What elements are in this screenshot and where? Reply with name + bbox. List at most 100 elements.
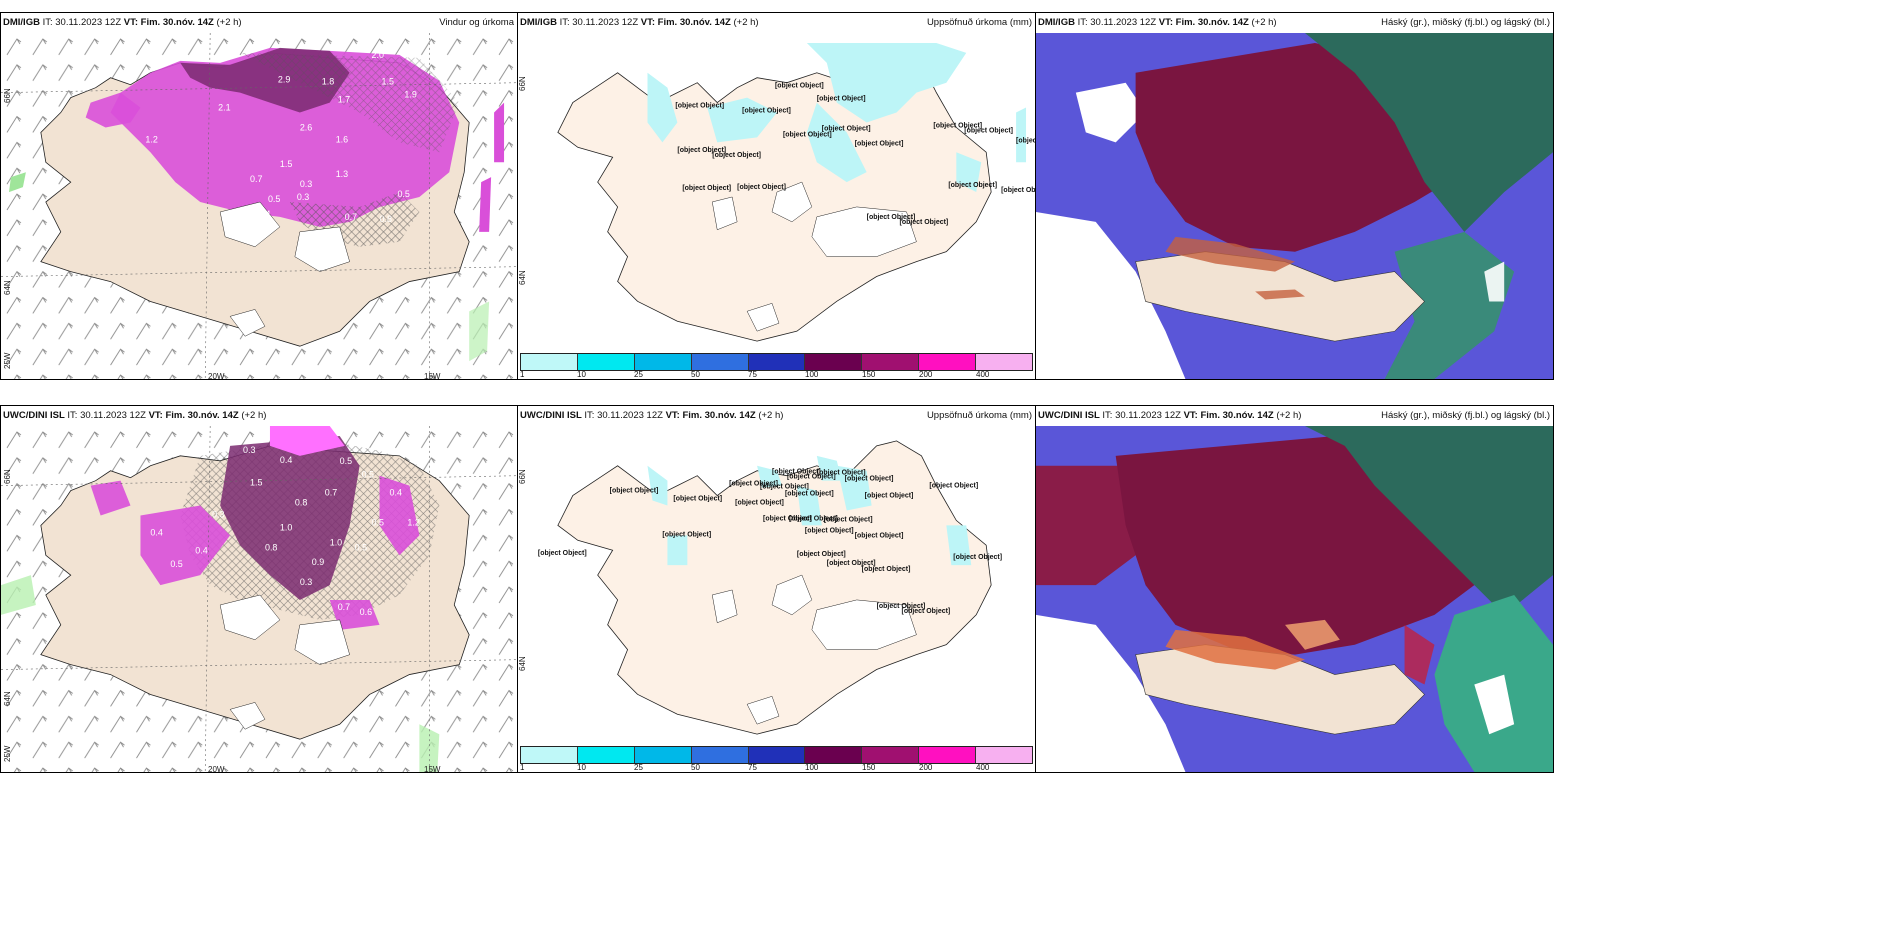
lead-time: (+2 h) [758, 410, 784, 421]
precip-value: [object Object] [797, 551, 846, 558]
init-time: 30.11.2023 12Z [1090, 17, 1157, 28]
lat-label: 66N [3, 469, 12, 484]
lon-label: 25W [3, 352, 12, 369]
wind-value: 0.3 [212, 509, 224, 519]
map-area[interactable]: [object Object] [object Object] [object … [518, 426, 1035, 746]
map-area[interactable] [1036, 33, 1553, 379]
wind-value: 0.3 [297, 192, 309, 202]
colorbar-swatch [691, 354, 749, 370]
panel-dmi-wind-precip: DMI/IGB IT: 30.11.2023 12Z VT: Fim. 30.n… [0, 12, 518, 380]
panel-header: UWC/DINI ISL IT: 30.11.2023 12Z VT: Fim.… [1036, 406, 1553, 426]
colorbar-label: 75 [748, 763, 757, 772]
precip-value: [object Object] [729, 481, 778, 488]
precip-value: [object Object] [867, 214, 916, 221]
panel-dmi-clouds: DMI/IGB IT: 30.11.2023 12Z VT: Fim. 30.n… [1035, 12, 1554, 380]
panel-uwc-accum-precip: UWC/DINI ISL IT: 30.11.2023 12Z VT: Fim.… [517, 405, 1036, 773]
colorbar-label: 50 [691, 370, 700, 379]
wind-value-labels: 0.3 0.4 0.5 0.5 0.7 1.5 0.8 0.3 0.4 0.9 … [150, 445, 419, 617]
it-label: IT: [1077, 17, 1088, 28]
colorbar-swatch [862, 747, 920, 763]
panel-uwc-wind-precip: UWC/DINI ISL IT: 30.11.2023 12Z VT: Fim.… [0, 405, 518, 773]
lat-label: 66N [518, 76, 527, 91]
precip-value: [object Object] [805, 527, 854, 534]
wind-value: 1.2 [407, 517, 419, 527]
precip-value-labels: [object Object] [object Object] [object … [538, 469, 1002, 615]
wind-value: 0.5 [397, 189, 409, 199]
valid-time: Fim. 30.nóv. 14Z [657, 17, 731, 28]
colorbar-swatch [748, 354, 806, 370]
wind-value-labels: 2.0 2.9 1.7 1.8 1.5 2.6 1.6 1.5 1.3 0.7 … [145, 50, 416, 224]
colorbar-label: 200 [919, 763, 933, 772]
precip-value-labels: [object Object] [object Object] [object … [675, 83, 1035, 226]
precip-value: [object Object] [682, 185, 731, 192]
colorbar-label: 25 [634, 763, 643, 772]
precip-value: [object Object] [877, 603, 926, 610]
wind-value: 1.5 [250, 478, 262, 488]
wind-value: 2.0 [372, 50, 384, 60]
wind-value: 0.4 [389, 488, 401, 498]
field-title: Uppsöfnuð úrkoma (mm) [926, 17, 1032, 28]
it-label: IT: [67, 410, 78, 421]
precip-value: [object Object] [817, 96, 866, 103]
colorbar-swatch [976, 354, 1033, 370]
panel-header: DMI/IGB IT: 30.11.2023 12Z VT: Fim. 30.n… [1036, 13, 1553, 33]
precip-value: [object Object] [824, 516, 873, 523]
precip-value: [object Object] [817, 470, 866, 477]
colorbar-label: 75 [748, 370, 757, 379]
colorbar-label: 100 [805, 763, 819, 772]
map-area[interactable] [1036, 426, 1553, 772]
wind-value: 0.9 [312, 557, 324, 567]
colorbar-swatch [577, 354, 635, 370]
valid-time: Fim. 30.nóv. 14Z [1200, 410, 1274, 421]
lon-label: 15W [424, 765, 441, 773]
iceland-land [557, 440, 992, 735]
colorbar-swatches [520, 746, 1033, 764]
colorbar-labels: 1 10 25 50 75 100 150 200 400 [520, 370, 1033, 379]
vt-label: VT: [665, 410, 680, 421]
lat-label: 64N [518, 270, 527, 285]
vt-label: VT: [148, 410, 163, 421]
precip-value: [object Object] [862, 566, 911, 573]
map-area[interactable]: [object Object] [object Object] [object … [518, 33, 1035, 353]
model-name: DMI/IGB [3, 17, 40, 28]
wind-value: 0.5 [372, 517, 384, 527]
init-time: 30.11.2023 12Z [572, 17, 639, 28]
wind-precip-map: 2.0 2.9 1.7 1.8 1.5 2.6 1.6 1.5 1.3 0.7 … [1, 33, 517, 379]
precip-value: [object Object] [900, 219, 949, 226]
colorbar-swatch [919, 354, 977, 370]
lead-time: (+2 h) [733, 17, 759, 28]
colorbar-label: 400 [976, 370, 990, 379]
field-title: Vindur og úrkoma [439, 17, 514, 28]
colorbar-swatches [520, 353, 1033, 371]
precip-value: [object Object] [855, 140, 904, 147]
precip-cyan [806, 42, 967, 123]
it-label: IT: [1102, 410, 1113, 421]
colorbar-swatch [634, 354, 692, 370]
precip-value: [object Object] [845, 476, 894, 483]
precip-value: [object Object] [855, 532, 904, 539]
vt-label: VT: [1158, 17, 1174, 28]
colorbar-label: 200 [919, 370, 933, 379]
wind-value: 1.0 [280, 522, 292, 532]
colorbar-label: 400 [976, 763, 990, 772]
valid-time: Fim. 30.nóv. 14Z [165, 410, 239, 421]
wind-value: 0.3 [300, 179, 312, 189]
init-time: 30.11.2023 12Z [1115, 410, 1181, 421]
model-name: DMI/IGB [520, 17, 557, 28]
precip-value: [object Object] [677, 147, 726, 154]
panel-header: DMI/IGB IT: 30.11.2023 12Z VT: Fim. 30.n… [518, 13, 1035, 33]
map-area[interactable]: 2.0 2.9 1.7 1.8 1.5 2.6 1.6 1.5 1.3 0.7 … [1, 33, 517, 379]
colorbar-label: 150 [862, 370, 876, 379]
valid-time: Fim. 30.nóv. 14Z [1175, 17, 1249, 28]
wind-value: 2.1 [218, 103, 230, 113]
wind-value: 0.8 [380, 214, 392, 224]
precip-map: [object Object] [object Object] [object … [518, 426, 1035, 746]
panel-uwc-clouds: UWC/DINI ISL IT: 30.11.2023 12Z VT: Fim.… [1035, 405, 1554, 773]
graticule [1, 475, 517, 670]
wind-value: 0.8 [265, 542, 277, 552]
precip-value: [object Object] [763, 515, 812, 522]
map-area[interactable]: 0.3 0.4 0.5 0.5 0.7 1.5 0.8 0.3 0.4 0.9 … [1, 426, 517, 772]
wind-value: 0.5 [362, 470, 374, 480]
lat-label: 64N [3, 691, 12, 706]
wind-value: 1.9 [404, 90, 416, 100]
